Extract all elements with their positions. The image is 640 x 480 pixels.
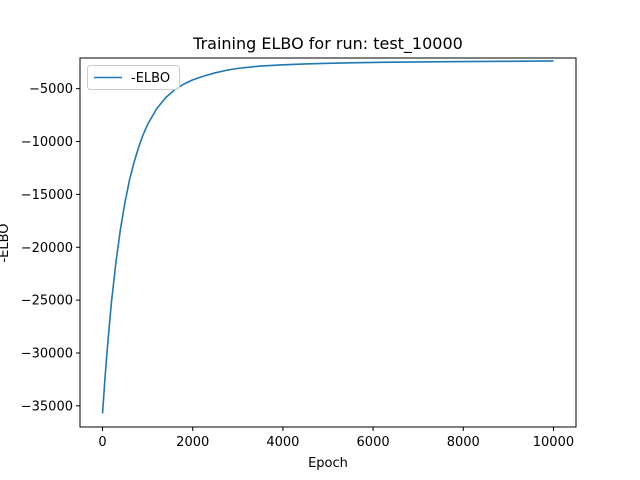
legend-box — [87, 65, 180, 90]
y-tick-label: −35000 — [21, 399, 73, 414]
legend-label-0: -ELBO — [131, 71, 170, 86]
x-tick-label: 8000 — [447, 435, 480, 450]
axes-frame — [79, 57, 577, 428]
y-tick-label: −30000 — [21, 346, 73, 361]
chart-title: Training ELBO for run: test_10000 — [192, 34, 463, 54]
x-axis: 0 2000 4000 6000 8000 10000 — [98, 427, 574, 450]
x-tick-label: 4000 — [266, 435, 299, 450]
y-tick-label: −25000 — [21, 294, 73, 309]
x-tick-label: 10000 — [533, 435, 574, 450]
x-tick-label: 2000 — [176, 435, 209, 450]
y-axis: −35000 −30000 −25000 −20000 −15000 −10000 −500… — [21, 82, 80, 414]
y-tick-label: −10000 — [21, 135, 73, 150]
y-tick-label: −15000 — [21, 188, 73, 203]
x-tick-label: 6000 — [357, 435, 390, 450]
y-tick-label: −5000 — [29, 82, 73, 97]
x-axis-label: Epoch — [308, 456, 348, 471]
y-tick-label: −20000 — [21, 241, 73, 256]
y-axis-label: -ELBO — [0, 223, 12, 262]
x-tick-label: 0 — [98, 435, 106, 450]
legend: -ELBO — [87, 65, 180, 90]
